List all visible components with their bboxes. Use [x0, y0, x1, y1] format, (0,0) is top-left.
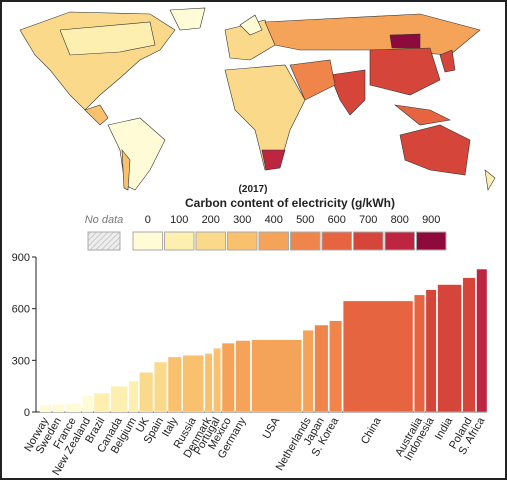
bar [414, 294, 425, 413]
bar [213, 348, 221, 413]
legend-label: 300 [233, 214, 251, 226]
bar [314, 324, 329, 413]
no-data-label: No data [85, 214, 124, 226]
legend-label: 100 [170, 214, 188, 226]
map-title: (2017) [239, 184, 268, 195]
legend-swatch [227, 231, 258, 251]
bar [39, 404, 52, 413]
bar [82, 395, 93, 413]
legend-swatch [416, 231, 447, 251]
legend-label: 0 [145, 214, 151, 226]
legend-label: 500 [296, 214, 314, 226]
bar [221, 342, 235, 413]
legend-swatch [258, 231, 289, 251]
legend-swatch [164, 231, 195, 251]
y-tick-label: 600 [12, 304, 30, 316]
map-subtitle: Carbon content of electricity (g/kWh) [185, 196, 395, 210]
bar [462, 277, 476, 413]
bar [204, 353, 213, 413]
bar [154, 361, 167, 413]
y-tick-label: 0 [24, 407, 30, 419]
legend-swatch [353, 231, 384, 251]
bar [425, 289, 437, 413]
bar [65, 403, 82, 413]
bar [476, 268, 488, 413]
legend-swatch [384, 231, 415, 251]
legend-swatch [132, 231, 163, 251]
bar [437, 284, 462, 413]
bar [52, 404, 65, 413]
legend-label: 200 [202, 214, 220, 226]
legend-swatch [290, 231, 321, 251]
bar [342, 300, 414, 413]
legend-label: 900 [422, 214, 440, 226]
bar [139, 372, 154, 413]
bar [182, 354, 204, 413]
y-tick-label: 300 [12, 355, 30, 367]
bar [93, 392, 110, 413]
legend-label: 400 [265, 214, 283, 226]
legend-swatch [321, 231, 352, 251]
bar [110, 385, 128, 413]
bar [128, 380, 139, 413]
no-data-swatch [87, 231, 121, 251]
world-map [19, 7, 496, 191]
bar [235, 340, 251, 413]
bar [167, 356, 182, 413]
bar [251, 339, 302, 413]
legend-label: 700 [359, 214, 377, 226]
bar [302, 329, 314, 413]
legend-label: 600 [328, 214, 346, 226]
y-tick-label: 900 [12, 252, 30, 264]
legend-swatch [195, 231, 226, 251]
legend-label: 800 [391, 214, 409, 226]
bar [329, 320, 343, 413]
